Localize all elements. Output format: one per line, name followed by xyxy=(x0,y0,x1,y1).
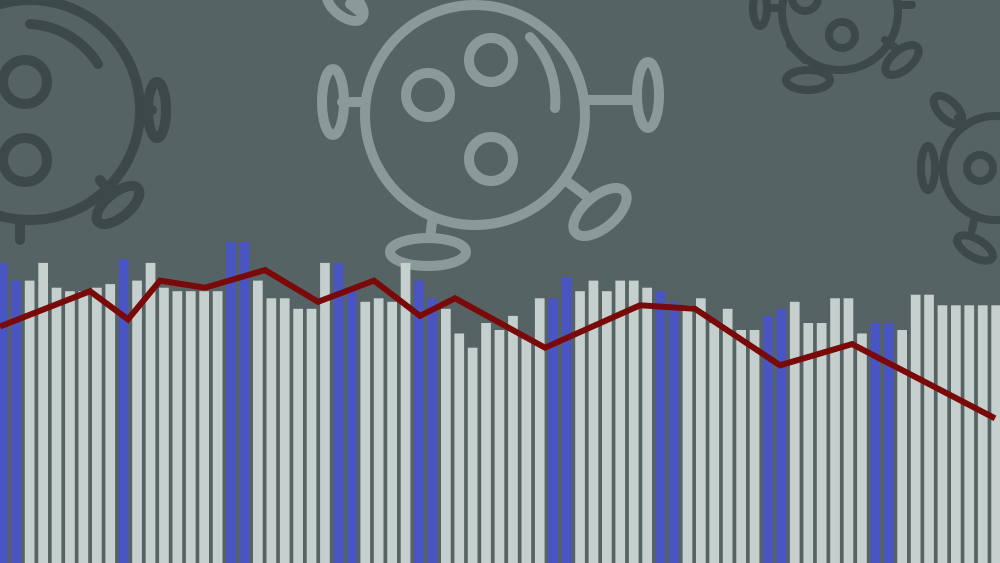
bar xyxy=(575,291,585,563)
bar xyxy=(897,330,907,563)
bar xyxy=(964,305,975,563)
bar xyxy=(991,305,1000,563)
bar xyxy=(749,330,760,563)
bar xyxy=(360,301,371,563)
bar-highlight xyxy=(776,308,787,563)
bar xyxy=(602,291,612,563)
bar xyxy=(937,305,948,563)
bar xyxy=(924,294,934,563)
bar xyxy=(132,280,142,563)
virus-icon-left xyxy=(0,0,171,245)
bar xyxy=(400,262,411,563)
bar xyxy=(481,323,491,563)
bar-group xyxy=(0,241,1000,563)
bar-highlight xyxy=(333,262,344,563)
bar-highlight xyxy=(561,277,572,563)
bar xyxy=(266,298,277,563)
bar xyxy=(696,298,706,563)
bar xyxy=(588,280,599,563)
bar xyxy=(24,280,35,563)
bar xyxy=(78,291,89,563)
bar-highlight xyxy=(548,298,558,563)
bar xyxy=(199,291,209,563)
bar xyxy=(843,298,854,563)
bar-highlight xyxy=(118,259,129,563)
bar xyxy=(159,287,169,563)
bar xyxy=(293,308,303,563)
bar-highlight xyxy=(0,262,8,563)
bar-highlight xyxy=(347,287,357,563)
bar xyxy=(212,291,223,563)
virus-icon-right xyxy=(917,91,1000,265)
bar xyxy=(441,308,451,563)
bar xyxy=(977,305,988,563)
bar xyxy=(682,305,693,563)
bar xyxy=(642,287,652,563)
bar xyxy=(803,323,814,563)
bar xyxy=(508,315,518,563)
bar-highlight xyxy=(669,301,679,563)
virus-icon-top-right xyxy=(749,0,923,94)
bar xyxy=(816,323,827,563)
bar xyxy=(494,330,505,563)
bar xyxy=(521,337,532,563)
bar xyxy=(38,262,48,563)
bar-highlight xyxy=(763,315,773,563)
bar xyxy=(105,284,116,563)
bar xyxy=(910,294,921,563)
bar xyxy=(51,287,62,563)
bar xyxy=(830,298,840,563)
bar xyxy=(92,287,102,563)
bar xyxy=(534,298,545,563)
trend-line xyxy=(0,266,997,421)
bar xyxy=(320,262,330,563)
bar-highlight xyxy=(655,291,666,563)
virus-icon-center xyxy=(317,0,664,271)
bar xyxy=(373,298,384,563)
bar-highlight xyxy=(11,280,22,563)
bar-highlight xyxy=(239,241,250,563)
bar xyxy=(789,301,800,563)
bar xyxy=(145,262,156,563)
bar xyxy=(722,308,733,563)
bar xyxy=(454,333,465,563)
bar xyxy=(467,347,478,563)
bar xyxy=(951,305,961,563)
bar xyxy=(736,330,746,563)
bar xyxy=(253,280,263,563)
bar xyxy=(279,298,290,563)
bar-highlight xyxy=(226,241,236,563)
bar xyxy=(615,280,626,563)
bar xyxy=(185,291,196,563)
bar xyxy=(172,291,183,563)
bar-highlight xyxy=(883,323,894,563)
bar xyxy=(387,301,397,563)
bar-highlight xyxy=(414,280,424,563)
bar xyxy=(857,333,867,563)
bar xyxy=(628,280,639,563)
bar xyxy=(306,308,317,563)
bar-highlight xyxy=(427,298,438,563)
bar-highlight xyxy=(870,323,881,563)
bar xyxy=(65,291,75,563)
bar xyxy=(709,323,720,563)
